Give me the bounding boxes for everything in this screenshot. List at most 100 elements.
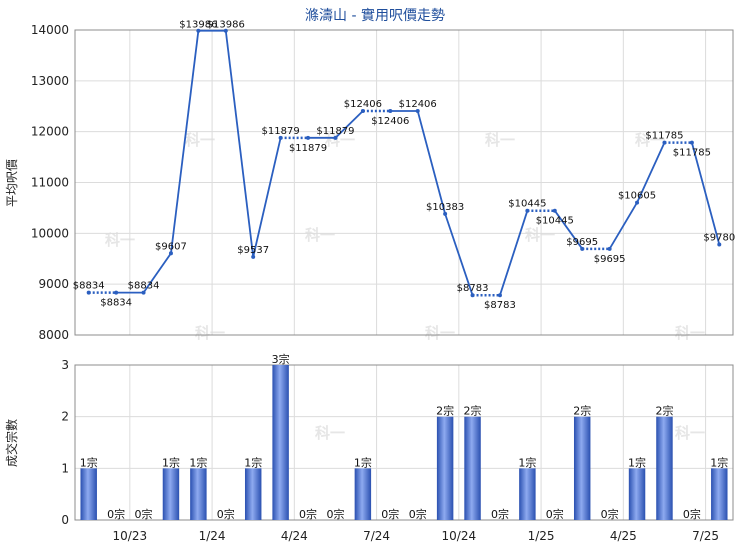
top-y-tick-label: 9000 <box>38 277 69 291</box>
line-point <box>223 28 228 33</box>
x-tick-label: 1/24 <box>199 529 226 543</box>
line-point <box>580 246 585 251</box>
line-segment <box>444 213 474 296</box>
line-value-label: $12406 <box>399 99 437 110</box>
bar-value-label: 0宗 <box>409 507 427 521</box>
bar <box>244 468 262 520</box>
line-value-label: $9695 <box>594 254 626 265</box>
watermark-text: 科一 <box>325 131 355 149</box>
watermark-text: 科一 <box>675 324 705 342</box>
line-segment <box>554 210 583 250</box>
bar-value-label: 0宗 <box>135 507 153 521</box>
watermark-text: 科一 <box>185 131 215 149</box>
bottom-y-tick-label: 2 <box>61 410 69 424</box>
bar-value-label: 1宗 <box>162 455 180 469</box>
bar-series: 1宗 0宗 0宗 1宗 1宗 0宗 1宗 3宗 0宗 0宗 1宗 0宗 0宗 2宗 2宗 0宗 1宗 0宗 2宗 0宗… <box>80 352 729 521</box>
bar-value-label: 1宗 <box>628 455 646 469</box>
x-tick-label: 4/24 <box>281 529 308 543</box>
line-value-label: $11785 <box>645 131 683 142</box>
bar-value-label: 0宗 <box>381 507 399 521</box>
line-point <box>689 140 694 145</box>
bar-value-label: 0宗 <box>683 507 701 521</box>
line-point <box>415 109 420 114</box>
watermark-text: 科一 <box>675 424 705 442</box>
bar-value-label: 0宗 <box>217 507 235 521</box>
line-value-label: $11879 <box>262 126 300 137</box>
top-y-tick-label: 11000 <box>31 176 69 190</box>
line-value-label: $9537 <box>237 245 269 256</box>
top-y-tick-label: 10000 <box>31 226 69 240</box>
bar-value-label: 1宗 <box>710 455 728 469</box>
bar <box>272 365 289 520</box>
line-point <box>278 135 283 140</box>
line-value-label: $10383 <box>426 202 464 213</box>
line-segment <box>636 142 666 203</box>
line-value-label: $13986 <box>179 20 217 31</box>
top-y-axis-title: 平均呎價 <box>5 159 19 207</box>
watermark-text: 科一 <box>305 226 335 244</box>
line-segment <box>416 110 446 215</box>
line-point <box>470 293 475 298</box>
line-value-label: $8834 <box>100 298 132 309</box>
bar-value-label: 1宗 <box>189 455 207 469</box>
bar-value-label: 0宗 <box>601 507 619 521</box>
top-plot-frame <box>74 29 734 336</box>
line-point <box>443 211 448 216</box>
bottom-y-tick-label: 0 <box>61 513 69 527</box>
x-tick-label: 10/23 <box>113 529 148 543</box>
line-segment <box>691 142 721 245</box>
line-point <box>497 293 502 298</box>
bar <box>80 468 97 520</box>
x-axis-ticks: 10/23 1/24 4/24 7/24 10/24 1/25 4/25 7/25 <box>113 529 720 543</box>
line-point <box>168 251 173 256</box>
line-point <box>662 140 667 145</box>
bar <box>464 416 481 520</box>
bar <box>628 468 646 520</box>
watermark-text: 科一 <box>425 324 455 342</box>
line-point <box>306 135 311 140</box>
line-value-label: $11879 <box>289 143 327 154</box>
bar-value-label: 3宗 <box>272 352 290 366</box>
bottom-y-tick-label: 1 <box>61 461 69 475</box>
bar-value-label: 2宗 <box>573 404 591 418</box>
line-value-label: $8834 <box>128 281 160 292</box>
line-point <box>333 135 338 140</box>
bar-value-label: 2宗 <box>436 404 454 418</box>
line-segment <box>142 252 172 294</box>
top-y-tick-label: 12000 <box>31 125 69 139</box>
x-tick-label: 7/25 <box>692 529 719 543</box>
top-y-tick-label: 13000 <box>31 74 69 88</box>
line-segment <box>252 137 282 258</box>
bar <box>519 468 536 520</box>
bar-value-label: 0宗 <box>107 507 125 521</box>
bar-value-label: 0宗 <box>546 507 564 521</box>
top-y-tick-label: 14000 <box>31 23 69 37</box>
line-value-label: $10445 <box>536 216 574 227</box>
line-value-label: $11785 <box>673 148 711 159</box>
watermark-text: 科一 <box>195 324 225 342</box>
x-tick-label: 4/25 <box>610 529 637 543</box>
bar <box>656 416 673 520</box>
line-value-label: $9780 <box>703 233 735 244</box>
bottom-y-axis-ticks: 0 1 2 3 <box>61 358 69 527</box>
bar <box>190 468 207 520</box>
top-chart-gridlines <box>75 29 733 336</box>
bar-value-label: 1宗 <box>354 455 372 469</box>
line-segment <box>224 30 255 257</box>
line-segment <box>334 110 364 139</box>
bar <box>162 468 180 520</box>
bottom-y-tick-label: 3 <box>61 358 69 372</box>
line-value-label: $10445 <box>508 199 546 210</box>
line-value-label: $9695 <box>566 237 598 248</box>
x-tick-label: 10/24 <box>442 529 477 543</box>
line-value-label: $12406 <box>371 116 409 127</box>
line-point <box>360 109 365 114</box>
line-value-label: $8783 <box>484 300 516 311</box>
bottom-y-axis-title: 成交宗數 <box>4 419 19 467</box>
top-y-tick-label: 8000 <box>38 328 69 342</box>
x-tick-label: 1/25 <box>528 529 555 543</box>
x-tick-label: 7/24 <box>363 529 390 543</box>
line-point <box>388 109 393 114</box>
